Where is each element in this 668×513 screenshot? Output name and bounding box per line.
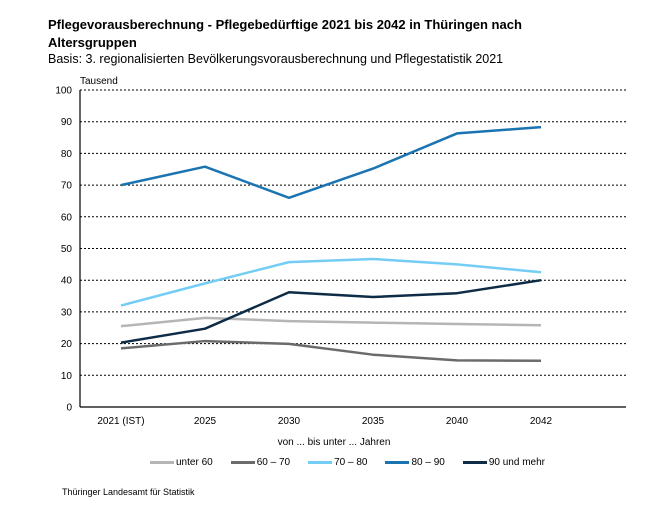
legend-swatch	[385, 461, 410, 464]
y-tick-label: 40	[61, 276, 73, 287]
y-tick-label: 70	[61, 181, 73, 192]
legend-label: 70 – 80	[334, 457, 368, 468]
source-note: Thüringer Landesamt für Statistik	[62, 487, 195, 497]
series-line-4	[120, 278, 542, 344]
legend-item: 90 und mehr	[462, 457, 545, 468]
y-axis-unit: Tausend	[80, 76, 118, 87]
series-line-1	[120, 339, 542, 362]
legend-item: 80 – 90	[385, 457, 445, 468]
legend-swatch	[308, 461, 333, 464]
y-tick-label: 20	[61, 339, 73, 350]
x-axis-label: von ... bis unter ... Jahren	[277, 437, 391, 448]
legend-item: unter 60	[150, 457, 213, 468]
legend-item: 70 – 80	[308, 457, 367, 468]
legend-swatch	[150, 461, 174, 464]
y-tick-label: 50	[61, 244, 73, 255]
legend: unter 60 60 – 70 70 – 80 80 – 90 90 und mehr	[150, 457, 545, 468]
legend-swatch	[230, 461, 255, 464]
x-tick-label: 2025	[194, 416, 217, 427]
x-tick-label: 2035	[362, 416, 385, 427]
y-tick-label: 0	[66, 403, 72, 414]
legend-label: 80 – 90	[411, 457, 445, 468]
legend-label: unter 60	[176, 457, 213, 468]
legend-label: 90 und mehr	[488, 457, 545, 468]
series-line-0	[120, 316, 542, 328]
chart-subtitle: Basis: 3. regionalisierten Bevölkerungsv…	[48, 52, 504, 66]
chart-title: Pflegevorausberechnung - Pflegebedürftig…	[48, 17, 522, 50]
y-tick-label: 80	[61, 149, 73, 160]
legend-item: 60 – 70	[230, 457, 291, 468]
legend-label: 60 – 70	[256, 457, 291, 468]
legend-swatch	[462, 461, 487, 464]
y-tick-label: 30	[61, 307, 73, 318]
y-tick-label: 10	[61, 371, 73, 382]
y-tick-label: 90	[61, 117, 73, 128]
y-tick-label: 100	[55, 86, 72, 97]
x-tick-label: 2042	[530, 416, 553, 427]
x-tick-label: 2030	[278, 416, 301, 427]
y-tick-label: 60	[61, 212, 73, 223]
series-line-2	[120, 257, 542, 307]
x-tick-label: 2021 (IST)	[97, 416, 144, 427]
series-line-3	[120, 125, 542, 200]
x-tick-label: 2040	[446, 416, 469, 427]
